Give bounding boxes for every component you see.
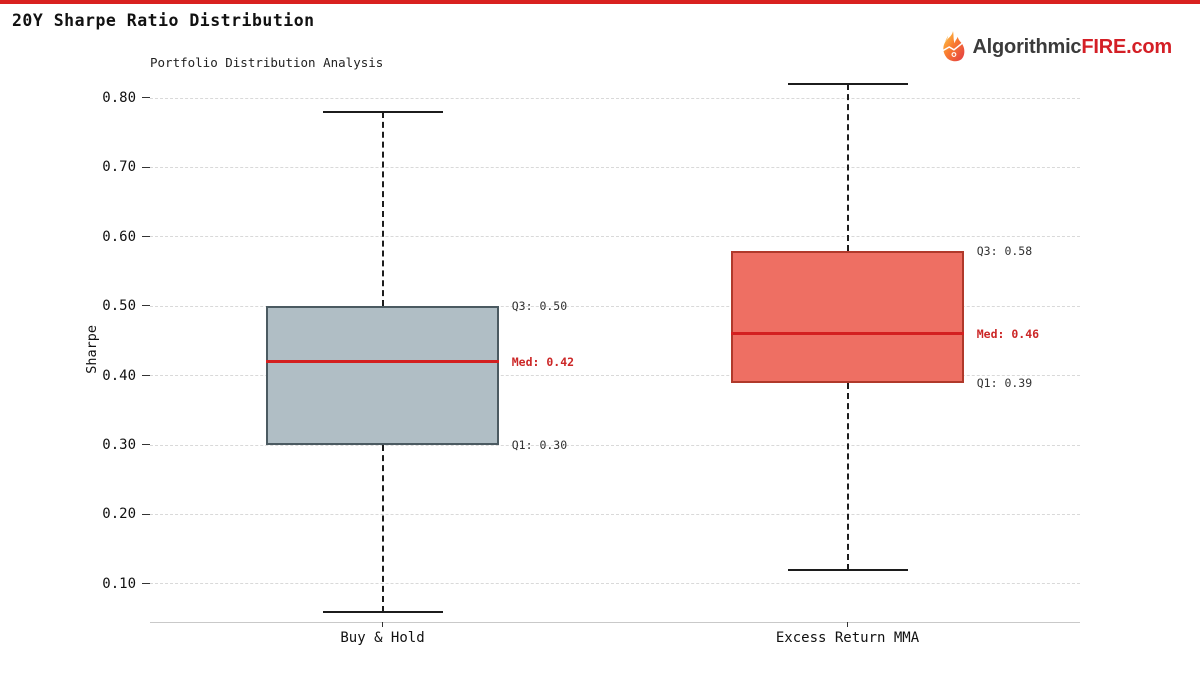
y-tick-label-0.30: 0.30 bbox=[102, 437, 136, 454]
boxplot-plot-area: 0.10 0.20 0.30 0.40 0.50 0.60 0.70 0.80 Q3: 0.50… bbox=[102, 80, 1080, 646]
top-accent-border bbox=[0, 0, 1200, 4]
gridline-0.80 bbox=[150, 97, 1080, 99]
y-tick-label-0.60: 0.60 bbox=[102, 228, 136, 245]
lower-cap-buy-hold bbox=[322, 610, 443, 613]
gridline-0.50 bbox=[150, 305, 1080, 307]
y-tick-mark-0.20 bbox=[142, 513, 150, 515]
y-tick-label-0.20: 0.20 bbox=[102, 506, 136, 523]
logo-text-suffix: FIRE.com bbox=[1081, 35, 1172, 58]
y-tick-label-0.80: 0.80 bbox=[102, 90, 136, 107]
gridline-0.20 bbox=[150, 513, 1080, 515]
gridline-0.40 bbox=[150, 375, 1080, 377]
brand-logo: AlgorithmicFIRE.com bbox=[938, 30, 1172, 64]
y-tick-mark-0.60 bbox=[142, 236, 150, 238]
gridline-0.30 bbox=[150, 444, 1080, 446]
gridline-0.60 bbox=[150, 236, 1080, 238]
upper-cap-excess-return-mma bbox=[787, 83, 908, 86]
y-tick-label-0.50: 0.50 bbox=[102, 298, 136, 315]
y-tick-mark-0.30 bbox=[142, 444, 150, 446]
y-tick-mark-0.80 bbox=[142, 97, 150, 99]
page-title: 20Y Sharpe Ratio Distribution bbox=[12, 11, 315, 30]
median-line-buy-hold bbox=[266, 360, 499, 364]
chart-subtitle: Portfolio Distribution Analysis bbox=[150, 55, 384, 70]
q3-label-excess-return-mma: Q3: 0.58 bbox=[976, 243, 1033, 258]
y-tick-mark-0.10 bbox=[142, 583, 150, 585]
y-tick-label-0.40: 0.40 bbox=[102, 367, 136, 384]
lower-cap-excess-return-mma bbox=[787, 568, 908, 571]
flame-icon bbox=[938, 30, 968, 64]
q1-label-excess-return-mma: Q1: 0.39 bbox=[976, 375, 1033, 390]
y-tick-label-0.10: 0.10 bbox=[102, 575, 136, 592]
q3-label-buy-hold: Q3: 0.50 bbox=[511, 299, 568, 314]
y-tick-mark-0.50 bbox=[142, 305, 150, 307]
y-tick-label-0.70: 0.70 bbox=[102, 159, 136, 176]
upper-whisker-excess-return-mma bbox=[846, 84, 849, 251]
y-tick-mark-0.40 bbox=[142, 374, 150, 376]
y-tick-mark-0.70 bbox=[142, 166, 150, 168]
median-label-buy-hold: Med: 0.42 bbox=[511, 354, 575, 369]
lower-whisker-excess-return-mma bbox=[846, 382, 849, 570]
q1-label-buy-hold: Q1: 0.30 bbox=[511, 438, 568, 453]
upper-whisker-buy-hold bbox=[381, 111, 384, 307]
box-buy-hold bbox=[266, 306, 499, 446]
box-excess-return-mma bbox=[731, 250, 964, 383]
median-line-excess-return-mma bbox=[731, 332, 964, 336]
gridline-0.70 bbox=[150, 166, 1080, 168]
x-tick-mark-buy-hold bbox=[381, 622, 383, 627]
gridline-0.10 bbox=[150, 583, 1080, 585]
logo-text-prefix: Algorithmic bbox=[972, 35, 1082, 58]
upper-cap-buy-hold bbox=[322, 110, 443, 113]
x-tick-mark-excess-return-mma bbox=[846, 622, 848, 627]
x-tick-label-buy-hold: Buy & Hold bbox=[340, 630, 425, 646]
x-axis-spine bbox=[150, 622, 1080, 623]
y-axis-title: Sharpe bbox=[84, 324, 100, 374]
logo-text: AlgorithmicFIRE.com bbox=[972, 36, 1172, 59]
median-label-excess-return-mma: Med: 0.46 bbox=[976, 326, 1040, 341]
lower-whisker-buy-hold bbox=[381, 445, 384, 612]
x-tick-label-excess-return-mma: Excess Return MMA bbox=[775, 630, 920, 646]
